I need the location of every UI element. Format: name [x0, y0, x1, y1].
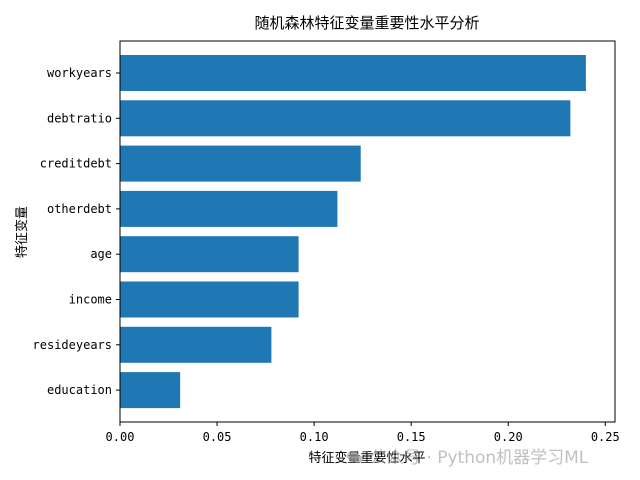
y-tick-label: resideyears	[33, 338, 112, 352]
watermark: 公众号 · Python机器学习ML	[346, 443, 588, 468]
bar-resideyears	[120, 326, 272, 363]
chart-title: 随机森林特征变量重要性水平分析	[254, 14, 479, 32]
bars-group	[120, 55, 586, 409]
x-axis: 0.00 0.05 0.10 0.15 0.20 0.25	[106, 422, 620, 444]
y-tick-label: otherdebt	[47, 202, 112, 216]
y-axis-label: 特征变量	[14, 206, 30, 258]
bar-otherdebt	[120, 190, 338, 227]
bar-debtratio	[120, 100, 571, 137]
y-axis: workyears debtratio creditdebt otherdebt age…	[33, 66, 120, 397]
bar-income	[120, 281, 299, 318]
y-tick-label: age	[90, 247, 112, 261]
x-tick-label: 0.20	[494, 430, 523, 444]
y-tick-label: workyears	[47, 66, 112, 80]
watermark-text: 公众号 · Python机器学习ML	[370, 448, 589, 468]
x-tick-label: 0.10	[300, 430, 329, 444]
x-axis-label: 特征变量重要性水平	[308, 450, 425, 466]
y-tick-label: income	[69, 293, 112, 307]
bar-education	[120, 372, 181, 409]
x-tick-label: 0.15	[397, 430, 426, 444]
x-tick-label: 0.00	[106, 430, 135, 444]
plot-frame	[119, 40, 616, 423]
y-tick-label: education	[47, 383, 112, 397]
bar-age	[120, 236, 299, 273]
bar-creditdebt	[120, 145, 361, 182]
y-tick-label: creditdebt	[40, 157, 112, 171]
bar-workyears	[120, 55, 586, 91]
wechat-icon	[347, 451, 363, 463]
x-tick-label: 0.05	[203, 430, 232, 444]
x-tick-label: 0.25	[591, 430, 620, 444]
y-tick-label: debtratio	[47, 111, 112, 125]
